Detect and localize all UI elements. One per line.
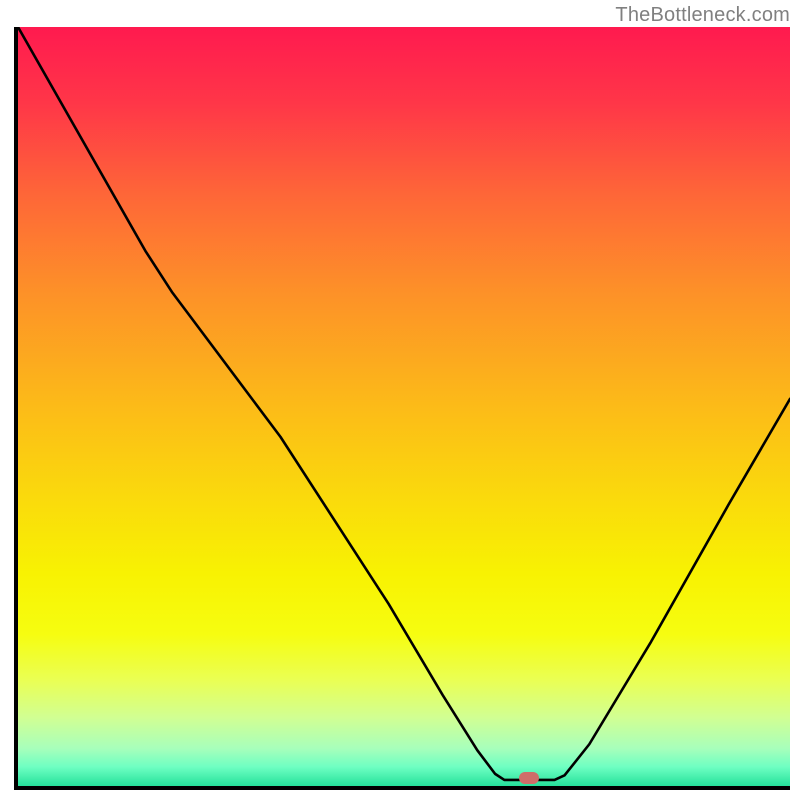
- watermark-text: TheBottleneck.com: [615, 4, 790, 27]
- chart-trough-marker: [519, 772, 539, 784]
- chart-curve-path: [18, 27, 790, 780]
- chart-plot-area: [14, 27, 790, 790]
- chart-curve-svg: [18, 27, 790, 786]
- chart-container: TheBottleneck.com: [0, 0, 800, 800]
